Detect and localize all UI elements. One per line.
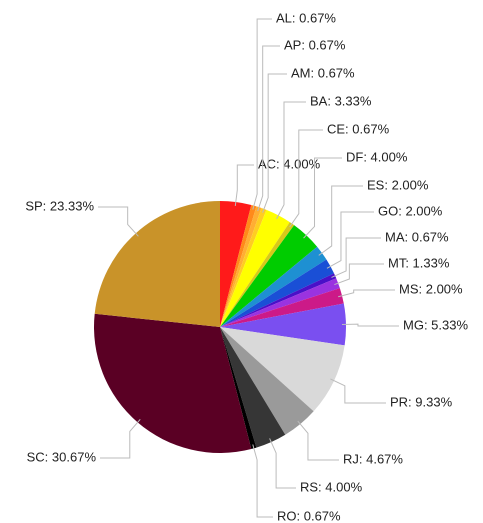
leader-line [334,263,384,286]
leader-line [234,164,254,207]
pie-slice [220,273,337,327]
slice-label: AM: 0.67% [291,65,355,80]
leader-line [252,444,273,518]
leader-line [303,157,342,239]
pie-slice [220,327,286,448]
leader-line [338,289,395,298]
slice-label: MG: 5.33% [403,317,468,332]
leader-line [98,206,139,237]
leader-line [330,378,386,404]
pie-slice [94,313,252,454]
slice-label: MT: 1.33% [388,255,450,270]
leader-line [262,73,287,213]
pie-slice [220,208,267,327]
pie-slice [94,201,220,327]
slice-label: DF: 4.00% [346,149,408,164]
slice-label: CE: 0.67% [327,121,390,136]
slice-label: RJ: 4.67% [343,451,403,466]
leader-line [257,45,280,212]
slice-label: RO: 0.67% [277,508,341,523]
pie-slice [220,201,252,327]
pie-slice [220,327,345,412]
slice-label: ES: 2.00% [367,177,429,192]
leader-line [331,237,381,278]
pie-slice [220,225,318,327]
slice-label: BA: 3.33% [310,93,372,108]
pie-slice [220,204,257,327]
leader-line [276,101,306,220]
pie-slice [220,288,344,327]
slice-label: SC: 30.67% [27,449,97,464]
pie-slice [220,259,335,327]
pie-slice [220,327,257,450]
leader-line [269,438,296,489]
leader-line [326,211,374,269]
slice-label: GO: 2.00% [378,203,443,218]
leader-line [341,323,399,327]
slice-label: PR: 9.33% [390,394,453,409]
slice-label: RS: 4.00% [300,479,363,494]
leader-line [318,185,363,256]
pie-slice [220,206,262,327]
leader-line [297,420,339,461]
pie-slice [220,278,340,327]
pie-slice [220,222,295,327]
leader-line [100,418,141,459]
pie-slice [220,209,290,327]
slice-label: MA: 0.67% [385,229,449,244]
pie-slice [220,303,347,346]
slice-label: AP: 0.67% [284,37,346,52]
pie-slice [220,327,314,435]
leader-line [252,18,272,210]
leader-line [289,129,323,228]
slice-label: AL: 0.67% [276,10,336,25]
pie-slice [220,246,327,327]
slice-label: SP: 23.33% [25,198,94,213]
slice-label: MS: 2.00% [399,281,463,296]
slice-label: AC: 4.00% [258,156,321,171]
